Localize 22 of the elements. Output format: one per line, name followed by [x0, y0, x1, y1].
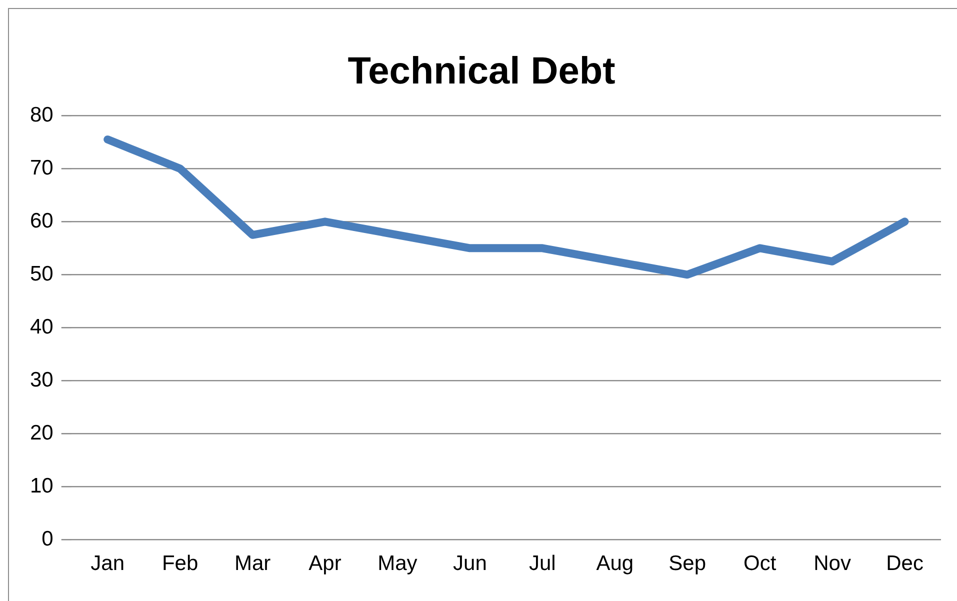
x-tick-label: Jul — [528, 552, 556, 576]
x-tick-label: Feb — [162, 552, 198, 576]
x-tick-label: May — [378, 552, 418, 576]
y-tick-label: 20 — [30, 422, 54, 445]
chart-title: Technical Debt — [348, 50, 616, 92]
y-tick-label: 30 — [30, 368, 54, 392]
y-tick-label: 40 — [30, 315, 54, 338]
x-tick-label: Jan — [90, 552, 125, 576]
y-tick-label: 0 — [42, 528, 54, 551]
y-tick-label: 80 — [30, 103, 54, 126]
x-tick-label: Jun — [453, 552, 487, 576]
y-tick-label: 70 — [30, 156, 54, 180]
x-tick-label: Sep — [668, 552, 706, 576]
y-tick-label: 10 — [30, 474, 54, 498]
y-tick-label: 60 — [30, 209, 54, 232]
x-tick-label: Apr — [308, 552, 342, 576]
x-tick-label: Dec — [886, 552, 924, 576]
x-tick-label: Aug — [596, 552, 634, 576]
x-tick-label: Mar — [234, 552, 271, 576]
x-tick-label: Oct — [743, 552, 776, 576]
y-tick-label: 50 — [30, 262, 54, 286]
x-tick-label: Nov — [814, 552, 852, 576]
